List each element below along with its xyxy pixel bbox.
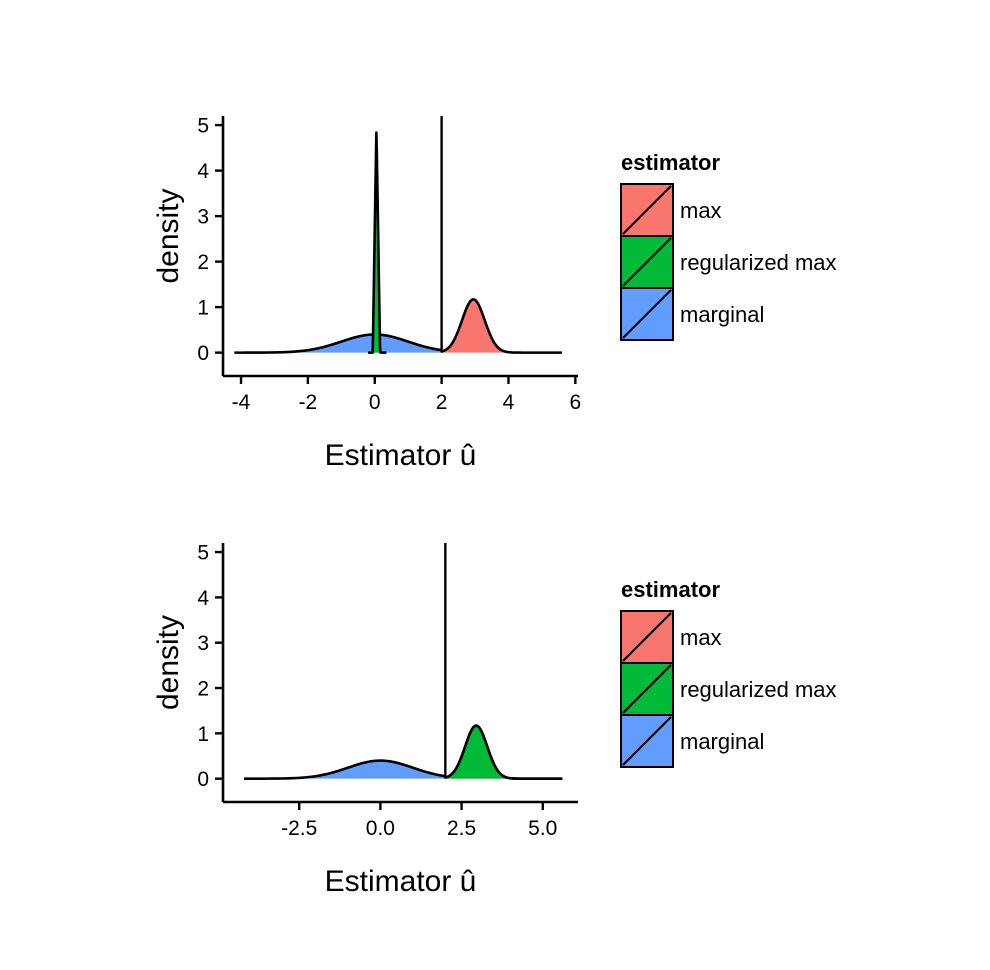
y-tick-label: 5: [197, 542, 209, 565]
x-axis-title: Estimator û: [325, 439, 477, 472]
x-tick-label: 4: [503, 391, 515, 414]
legend-label: marginal: [680, 302, 764, 327]
legend-key-slash: [622, 716, 672, 766]
density-outline-max: [441, 298, 563, 354]
legend-title: estimator: [621, 577, 720, 602]
y-tick-label: 4: [197, 160, 209, 183]
density-panel-1: 0 1 2 3 4 5 -4 -2 0 2 4 6 Estimator û density estimato…: [152, 115, 837, 472]
density-panel-2: 0 1 2 3 4 5 -2.5 0.0 2.5 5.0 Estimator û density est…: [152, 542, 837, 898]
legend-label: max: [680, 625, 722, 650]
y-tick-label: 1: [197, 723, 209, 746]
x-tick-label: 2.5: [447, 817, 476, 840]
y-tick-label: 3: [197, 632, 209, 655]
y-axis-title: density: [152, 615, 185, 710]
y-tick-label: 4: [197, 587, 209, 610]
legend-entry-max: max: [620, 183, 722, 237]
x-tick-label: -4: [232, 391, 251, 414]
x-tick-label: 6: [569, 391, 581, 414]
density-area-max: [441, 299, 562, 353]
x-tick-label: 0: [369, 391, 381, 414]
legend-key-slash: [622, 237, 672, 287]
y-tick-label: 3: [197, 206, 209, 229]
legend: estimator max regularized max marginal: [620, 150, 837, 341]
density-outline-marginal: [243, 759, 446, 780]
legend-label: marginal: [680, 729, 764, 754]
y-tick-label: 0: [197, 768, 209, 791]
x-tick-label: -2: [299, 391, 318, 414]
legend-key-slash: [622, 612, 672, 662]
legend-title: estimator: [621, 150, 720, 175]
x-tick-label: 2: [436, 391, 448, 414]
x-tick-label: 0.0: [366, 817, 395, 840]
y-tick-label: 0: [197, 342, 209, 365]
y-tick-label: 1: [197, 297, 209, 320]
legend-key-slash: [622, 185, 672, 235]
x-tick-label: 5.0: [528, 817, 557, 840]
legend-entry-regularized-max: regularized max: [620, 662, 837, 716]
density-outline-regularized-max: [444, 724, 563, 780]
density-outline-marginal: [234, 333, 442, 354]
legend-entry-regularized-max: regularized max: [620, 235, 837, 289]
density-area-regularized-max: [445, 725, 563, 779]
x-axis-title: Estimator û: [325, 865, 477, 898]
legend-label: regularized max: [680, 250, 837, 275]
y-tick-label: 5: [197, 115, 209, 138]
legend-entry-max: max: [620, 610, 722, 664]
legend-label: max: [680, 198, 722, 223]
legend-label: regularized max: [680, 677, 837, 702]
y-axis-title: density: [152, 188, 185, 283]
legend-entry-marginal: marginal: [620, 287, 764, 341]
legend-key-slash: [622, 289, 672, 339]
legend: estimator max regularized max marginal: [620, 577, 837, 768]
legend-entry-marginal: marginal: [620, 714, 764, 768]
density-outline-regularized-max: [367, 131, 388, 354]
x-tick-label: -2.5: [281, 817, 317, 840]
legend-key-slash: [622, 664, 672, 714]
y-tick-label: 2: [197, 678, 209, 701]
y-tick-label: 2: [197, 251, 209, 274]
